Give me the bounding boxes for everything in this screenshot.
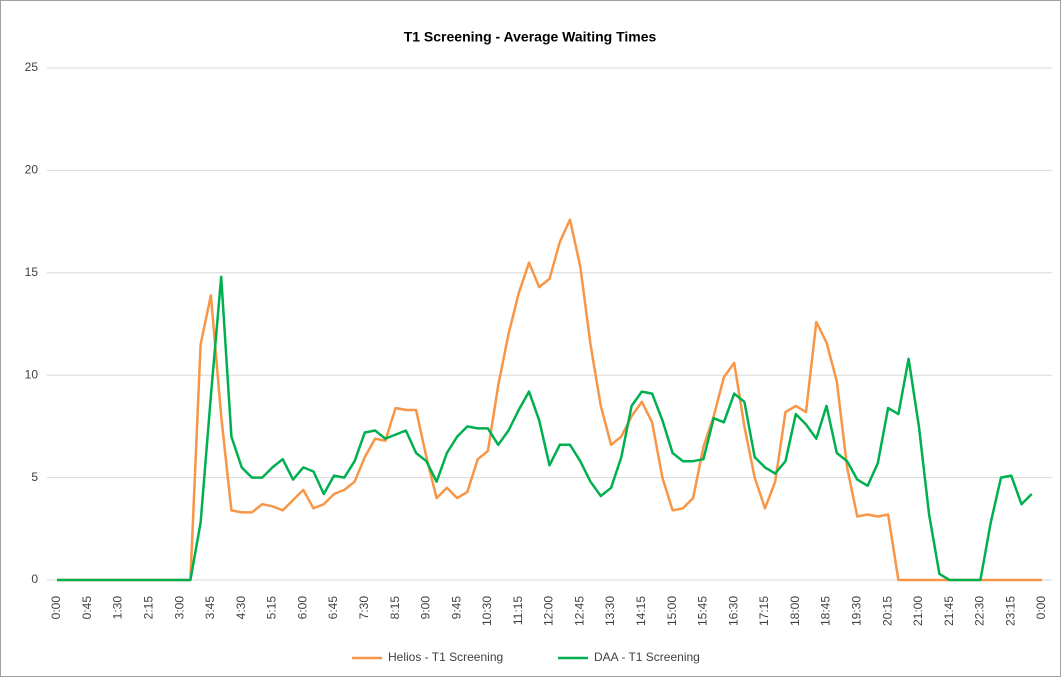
- x-tick-label: 9:00: [419, 596, 433, 620]
- x-tick-label: 0:45: [80, 596, 94, 620]
- y-tick-label: 20: [25, 163, 39, 177]
- y-tick-label: 15: [25, 265, 39, 279]
- x-tick-label: 0:00: [1034, 596, 1048, 620]
- x-tick-label: 6:00: [295, 596, 309, 620]
- x-tick-label: 21:00: [911, 596, 925, 626]
- x-tick-label: 20:15: [880, 596, 894, 626]
- x-tick-label: 7:30: [357, 596, 371, 620]
- x-tick-label: 13:30: [603, 596, 617, 626]
- x-tick-label: 12:45: [572, 596, 586, 626]
- x-tick-label: 8:15: [388, 596, 402, 620]
- x-tick-label: 23:15: [1003, 596, 1017, 626]
- y-tick-label: 25: [25, 60, 39, 74]
- x-tick-label: 21:45: [942, 596, 956, 626]
- x-tick-label: 17:15: [757, 596, 771, 626]
- x-tick-label: 18:00: [788, 596, 802, 626]
- x-tick-label: 5:15: [265, 596, 279, 620]
- x-tick-label: 22:30: [973, 596, 987, 626]
- x-tick-label: 1:30: [111, 596, 125, 620]
- x-tick-label: 2:15: [142, 596, 156, 620]
- y-tick-label: 5: [31, 470, 38, 484]
- y-tick-label: 10: [25, 367, 39, 381]
- line-series: [57, 218, 1042, 582]
- x-tick-label: 11:15: [511, 596, 525, 625]
- y-tick-label: 0: [31, 572, 38, 586]
- legend-label: DAA - T1 Screening: [594, 650, 700, 664]
- x-tick-label: 6:45: [326, 596, 340, 620]
- x-tick-label: 18:45: [819, 596, 833, 626]
- x-tick-label: 4:30: [234, 596, 248, 620]
- x-tick-label: 15:45: [696, 596, 710, 626]
- x-tick-label: 3:45: [203, 596, 217, 620]
- legend-label: Helios - T1 Screening: [388, 650, 503, 664]
- x-tick-label: 16:30: [726, 596, 740, 626]
- x-tick-label: 3:00: [172, 596, 186, 620]
- x-tick-label: 9:45: [449, 596, 463, 620]
- x-tick-label: 14:15: [634, 596, 648, 626]
- x-tick-label: 19:30: [849, 596, 863, 626]
- chart-title: T1 Screening - Average Waiting Times: [404, 29, 657, 45]
- x-tick-label: 0:00: [49, 596, 63, 620]
- line-series: [57, 275, 1033, 582]
- x-tick-label: 10:30: [480, 596, 494, 626]
- x-tick-label: 15:00: [665, 596, 679, 626]
- x-tick-label: 12:00: [542, 596, 556, 626]
